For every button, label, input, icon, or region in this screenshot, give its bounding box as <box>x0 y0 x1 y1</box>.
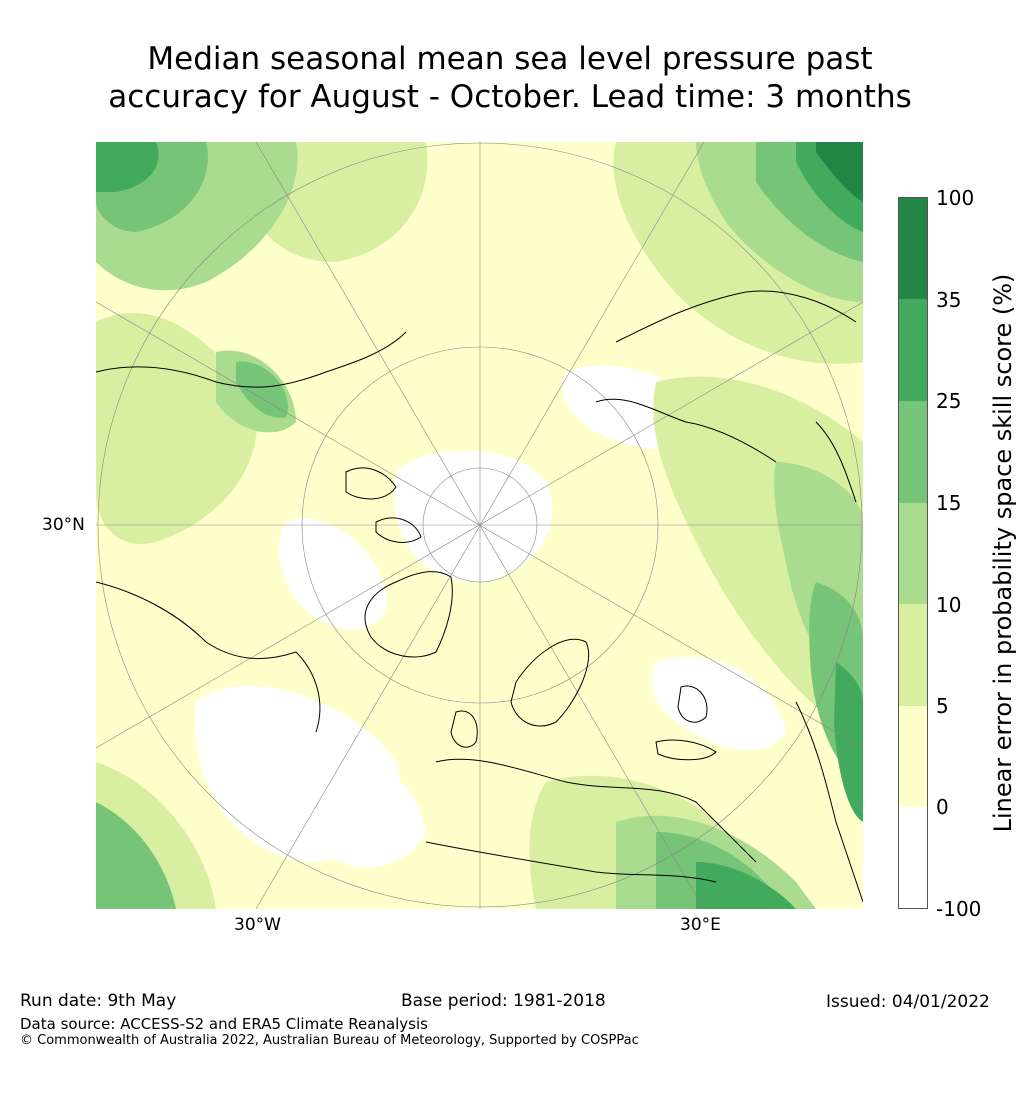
lon-label-30e: 30°E <box>680 915 721 935</box>
title-line-1: Median seasonal mean sea level pressure … <box>147 41 873 77</box>
map-svg <box>96 142 863 909</box>
colorbar-segment-35-100 <box>899 198 927 299</box>
chart-title: Median seasonal mean sea level pressure … <box>0 40 1020 116</box>
copyright: © Commonwealth of Australia 2022, Austra… <box>20 1033 639 1048</box>
base-period: Base period: 1981-2018 <box>401 991 606 1011</box>
colorbar-segment-10-15 <box>899 503 927 604</box>
colorbar-segment-0-5 <box>899 706 927 807</box>
coast-greenland <box>364 571 453 658</box>
colorbar-tick-5: 5 <box>936 694 949 718</box>
colorbar-tick-100: 100 <box>936 186 975 210</box>
coast-siberia <box>615 290 857 343</box>
issued-date: Issued: 04/01/2022 <box>826 992 990 1012</box>
colorbar-tick-10: 10 <box>936 593 962 617</box>
colorbar <box>898 197 928 909</box>
title-line-2: accuracy for August - October. Lead time… <box>108 79 912 115</box>
skill-regions <box>96 142 863 909</box>
polar-map <box>96 142 863 909</box>
coast-canada <box>96 581 297 660</box>
colorbar-tick-neg100: -100 <box>936 897 982 921</box>
lon-label-30w: 30°W <box>234 915 281 935</box>
colorbar-segment-15-25 <box>899 401 927 503</box>
colorbar-tick-35: 35 <box>936 288 962 312</box>
coastlines <box>96 290 863 903</box>
coast-europe <box>435 758 757 863</box>
colorbar-tick-0: 0 <box>936 795 949 819</box>
coast-uk <box>450 710 478 748</box>
colorbar-segment-neg100-0 <box>899 807 927 908</box>
colorbar-segment-5-10 <box>899 604 927 706</box>
coast-caspian <box>677 685 708 723</box>
colorbar-segment-25-35 <box>899 299 927 401</box>
run-date: Run date: 9th May <box>20 991 177 1011</box>
colorbar-tick-15: 15 <box>936 491 962 515</box>
graticule <box>96 142 863 909</box>
coast-north-africa <box>425 841 717 883</box>
colorbar-tick-25: 25 <box>936 389 962 413</box>
data-source: Data source: ACCESS-S2 and ERA5 Climate … <box>20 1015 428 1033</box>
coast-alaska <box>96 331 407 388</box>
coast-scandinavia <box>510 638 590 727</box>
colorbar-label: Linear error in probability space skill … <box>989 273 1017 833</box>
lat-label-30n: 30°N <box>42 515 85 535</box>
